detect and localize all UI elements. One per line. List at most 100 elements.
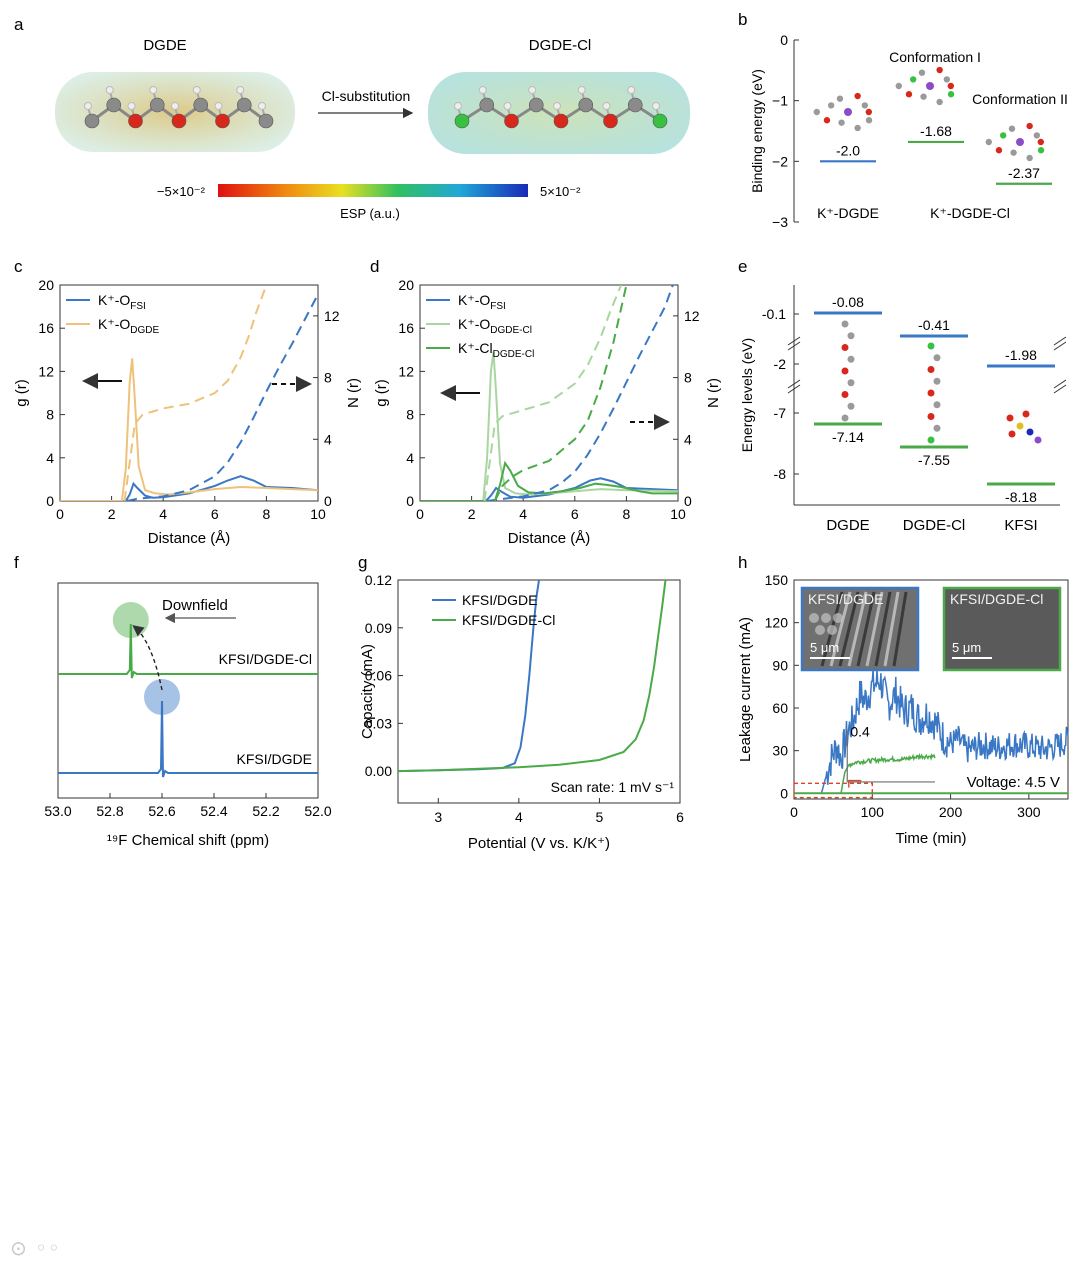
spectrum-label: KFSI/DGDE-Cl [219,651,312,667]
level-value: -1.68 [920,123,952,139]
y-tick-label: −1 [772,93,788,109]
voltage-annotation: Voltage: 4.5 V [967,774,1060,791]
cluster-atom [985,138,992,146]
dgde-molecule [84,86,274,129]
x-axis-title: Potential (V vs. K/K⁺) [468,835,610,852]
legend-label: KFSI/DGDE [462,592,537,608]
hydrogen-atom [214,102,223,110]
y-tick-label: 120 [765,615,789,631]
axis-break [787,384,801,394]
cluster-atom [1026,122,1033,130]
spectrum-label: KFSI/DGDE [237,751,312,767]
y-tick-label: -8 [774,466,787,482]
x-tick-label: 4 [515,809,523,825]
esp-color-scale [218,184,528,197]
legend-label: K⁺-ClDGDE-Cl [458,340,534,360]
carbon-atom [578,97,594,113]
legend-label: K⁺-OFSI [98,292,146,312]
category-label: KFSI [1004,517,1037,534]
panel-label-h: h [738,553,747,572]
carbon-atom [258,113,274,129]
carbon-atom [149,97,165,113]
y-axis-title: Binding energy (eV) [749,69,765,193]
series-line [60,475,318,501]
x-tick-label: 0 [56,506,64,522]
carbon-atom [627,97,643,113]
series-line [60,358,318,501]
hydrogen-atom [127,102,136,110]
homo-value: -7.55 [918,452,950,468]
cluster-atom [854,124,861,132]
cluster-atom [1008,125,1016,132]
molecule-atom [927,436,935,444]
x-tick-label: 52.8 [96,803,123,819]
hydrogen-atom [258,102,266,110]
cl-substitution-label: Cl-substitution [322,88,411,104]
x-tick-label: 2 [468,506,476,522]
peak-highlight [112,602,149,638]
hydrogen-atom [528,86,537,94]
sem-label: KFSI/DGDE [808,591,883,607]
kfsi-atom [1034,436,1042,444]
oxygen-atom [128,113,143,129]
molecule-atom [927,342,935,350]
cluster-atom [1010,149,1017,156]
zoom-region-box [793,782,873,799]
cluster-atom [943,76,951,83]
panel-label-b: b [738,10,747,29]
cluster-atom [999,132,1007,139]
y-tick-label: 0 [780,785,788,801]
esp-scale-label: ESP (a.u.) [340,206,400,221]
molecule-atom [841,320,849,328]
molecule-atom [841,391,849,398]
molecule-atom [927,413,935,420]
plot-frame [793,579,1069,800]
x-axis-title: ¹⁹F Chemical shift (ppm) [107,832,269,849]
cluster-atom [918,69,926,76]
y-right-tick-label: 4 [324,431,332,447]
hydrogen-atom [454,102,462,110]
series-line [420,460,678,501]
y-right-axis-title: N (r) [705,378,722,408]
plot-frame [59,284,319,502]
y-right-tick-label: 0 [324,493,332,509]
dgde-esp-surface [55,72,295,152]
carbon-atom [84,113,100,129]
sem-label: KFSI/DGDE-Cl [950,591,1043,607]
series-line [398,580,540,773]
oxygen-atom [603,113,618,129]
x-tick-label: 2 [108,506,116,522]
series-line [398,580,667,773]
x-tick-label: 5 [596,809,604,825]
sem-texture [833,613,843,623]
x-tick-label: 52.2 [252,803,279,819]
axis-break [787,379,801,389]
downfield-label: Downfield [162,597,228,614]
sem-texture [892,591,908,667]
x-tick-label: 53.0 [44,803,71,819]
shift-arrow [132,625,163,691]
x-tick-label: 8 [263,506,271,522]
homo-value: -8.18 [1005,489,1037,505]
y-axis-title: Capacity (mA) [359,644,376,739]
y-tick-label: 16 [38,320,54,336]
hydrogen-atom [553,102,561,110]
y-tick-label: -0.1 [762,306,786,322]
axis-break [787,341,801,351]
kfsi-atom [1022,410,1030,418]
kfsi-atom [1006,414,1014,422]
panel-label-e: e [738,257,747,276]
x-tick-label: 52.6 [148,803,175,819]
panel-label-a: a [14,15,24,34]
x-tick-label: 0 [790,804,798,820]
axis-break [1053,384,1067,394]
y-axis-title: g (r) [13,379,30,407]
hydrogen-atom [192,86,201,94]
panel-label-d: d [370,257,379,276]
peak-highlight [144,679,180,715]
y-axis-title: Leakage current (mA) [737,617,754,762]
cluster-atom [865,108,872,116]
